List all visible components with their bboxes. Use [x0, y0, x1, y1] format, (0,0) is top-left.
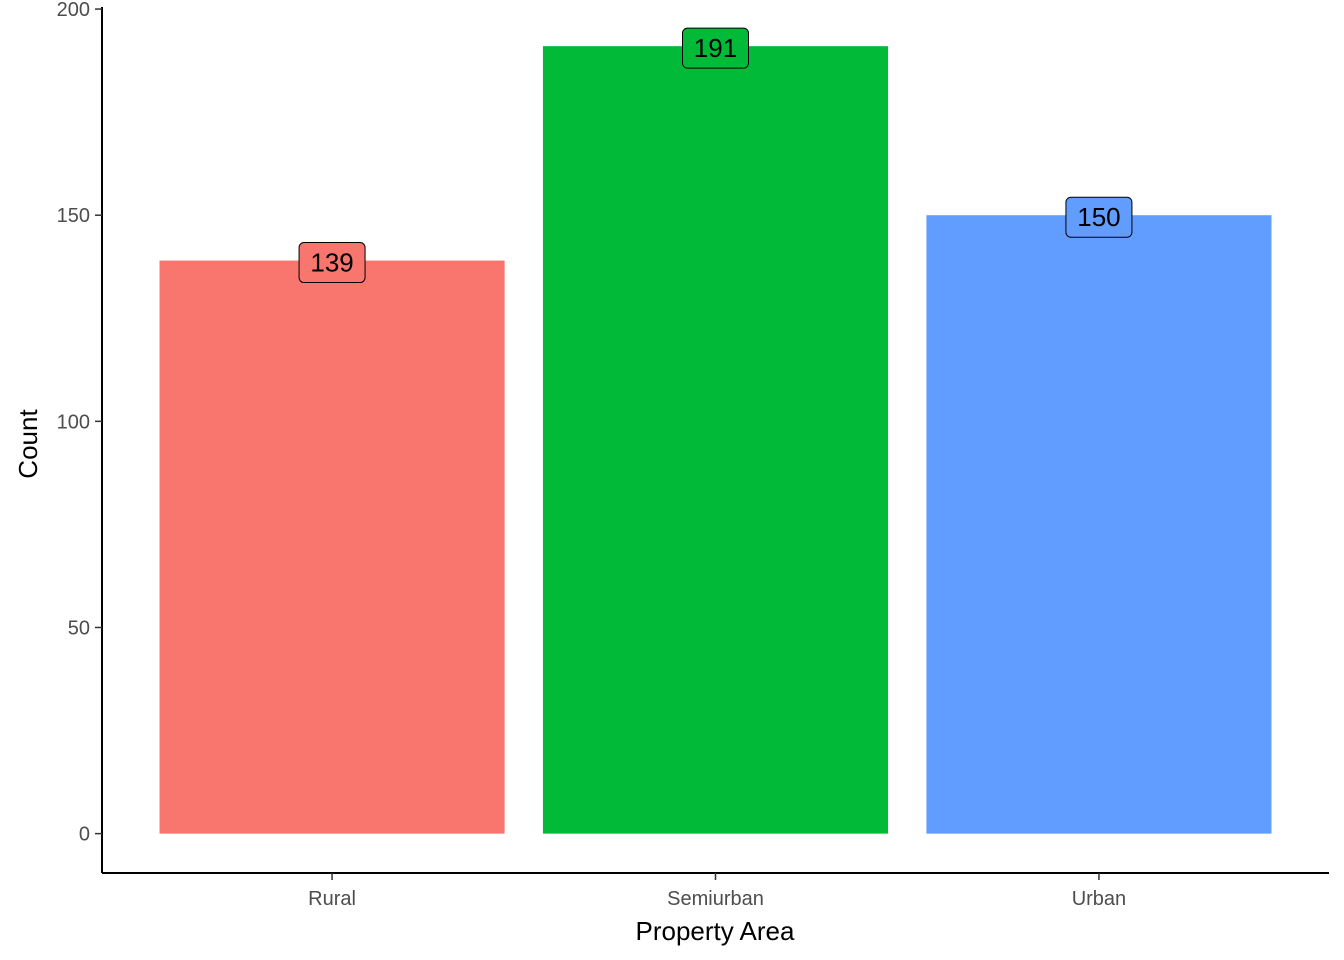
bar-semiurban [542, 46, 889, 834]
data-label-box [1065, 196, 1133, 238]
data-label-value: 150 [1077, 202, 1120, 232]
y-tick-label: 0 [79, 824, 90, 846]
bar-rural [159, 260, 505, 834]
y-tick-label: 50 [68, 617, 90, 639]
data-label-rural: 139 [298, 242, 366, 284]
data-label-box [298, 242, 366, 284]
x-tick-label: Urban [1072, 888, 1126, 910]
bars-layer [159, 46, 1272, 834]
data-label-urban: 150 [1065, 196, 1133, 238]
axes-layer: 0 50 100 150 200 Rural Semiurban Urban [57, 0, 1329, 910]
x-tick-label: Rural [308, 888, 356, 910]
y-tick-label: 100 [57, 411, 90, 433]
x-axis-title: Property Area [636, 916, 796, 946]
x-tick-label: Semiurban [667, 888, 764, 910]
data-label-semiurban: 191 [682, 27, 749, 69]
data-labels-layer: 139 191 150 [298, 27, 1133, 284]
y-axis-title: Count [13, 409, 43, 479]
y-tick-label: 150 [57, 205, 90, 227]
data-label-value: 191 [694, 33, 737, 63]
bar-urban [926, 215, 1272, 834]
y-tick-label: 200 [57, 0, 90, 21]
data-label-box [682, 27, 749, 69]
data-label-value: 139 [310, 248, 353, 278]
